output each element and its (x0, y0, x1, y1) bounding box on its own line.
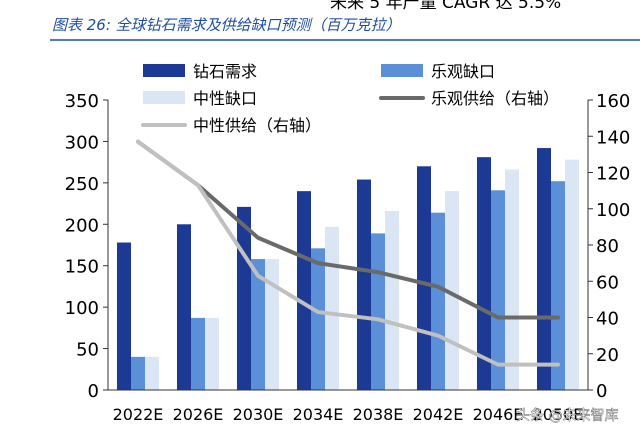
y-right-tick-label: 160 (596, 91, 630, 112)
bar-钻石需求-2038E (357, 179, 371, 390)
x-tick-label: 2030E (233, 405, 284, 424)
y-left-tick-label: 50 (76, 340, 99, 361)
x-tick-label: 2022E (113, 405, 164, 424)
line-中性供给（右轴） (136, 139, 560, 367)
y-left-tick-label: 250 (65, 174, 99, 195)
x-tick-label: 2042E (413, 405, 464, 424)
bar-中性缺口-2022E (145, 356, 159, 390)
legend-label-中性缺口: 中性缺口 (193, 89, 257, 108)
x-tick-label: 2046E (473, 405, 524, 424)
y-left-tick-label: 350 (65, 91, 99, 112)
bar-乐观缺口-2050E (551, 181, 565, 390)
y-right-tick-label: 100 (596, 200, 630, 221)
bar-钻石需求-2026E (177, 224, 191, 390)
bar-中性缺口-2034E (325, 226, 339, 390)
y-right-tick-label: 60 (596, 272, 619, 293)
bar-钻石需求-2046E (477, 157, 491, 390)
bar-乐观缺口-2038E (371, 233, 385, 390)
bar-钻石需求-2050E (537, 148, 551, 390)
bar-乐观缺口-2034E (311, 248, 325, 390)
bar-中性缺口-2038E (385, 211, 399, 390)
x-tick-label: 2038E (353, 405, 404, 424)
x-tick-label: 2034E (293, 405, 344, 424)
bar-乐观缺口-2046E (491, 190, 505, 390)
legend-label-乐观供给（右轴）: 乐观供给（右轴） (431, 89, 559, 108)
y-right-tick-label: 80 (596, 236, 619, 257)
bar-中性缺口-2030E (265, 259, 279, 390)
x-tick-label: 2050E (533, 405, 584, 424)
bar-钻石需求-2034E (297, 191, 311, 390)
bar-中性缺口-2026E (205, 317, 219, 390)
plot-area: 0 50 100 150 200 250 300 350 0 20 40 60 80 100 120 140 1… (65, 91, 631, 424)
y-left-tick-label: 150 (65, 257, 99, 278)
x-tick-label: 2026E (173, 405, 224, 424)
line-乐观供给（右轴） (136, 139, 560, 320)
legend-swatch-乐观缺口 (381, 64, 423, 77)
legend-label-乐观缺口: 乐观缺口 (431, 62, 495, 81)
legend-label-中性供给（右轴）: 中性供给（右轴） (193, 116, 321, 135)
bar-钻石需求-2022E (117, 242, 131, 390)
watermark: 头条 @未来智库 (516, 407, 618, 424)
legend-swatch-钻石需求 (143, 64, 185, 77)
bar-钻石需求-2042E (417, 166, 431, 390)
bar-钻石需求-2030E (237, 206, 251, 390)
bar-乐观缺口-2022E (131, 356, 145, 390)
y-left-tick-label: 200 (65, 215, 99, 236)
y-left-tick-label: 300 (65, 132, 99, 153)
top-cut-text: 未来 5 年产量 CAGR 达 5.5% (330, 0, 561, 13)
y-right-tick-label: 120 (596, 164, 630, 185)
y-right-tick-label: 20 (596, 345, 619, 366)
y-left-tick-label: 100 (65, 298, 99, 319)
y-left-tick-label: 0 (88, 381, 99, 402)
legend-swatch-中性缺口 (143, 91, 185, 104)
bar-乐观缺口-2026E (191, 317, 205, 390)
bar-中性缺口-2050E (565, 159, 579, 390)
legend-label-钻石需求: 钻石需求 (193, 62, 257, 81)
y-right-tick-label: 140 (596, 127, 630, 148)
figure-title: 图表 26: 全球钻石需求及供给缺口预测（百万克拉） (52, 16, 401, 34)
y-right-tick-label: 40 (596, 309, 619, 330)
bar-乐观缺口-2042E (431, 212, 445, 390)
y-right-tick-label: 0 (596, 381, 607, 402)
bar-中性缺口-2046E (505, 169, 519, 390)
bar-乐观缺口-2030E (251, 259, 265, 390)
